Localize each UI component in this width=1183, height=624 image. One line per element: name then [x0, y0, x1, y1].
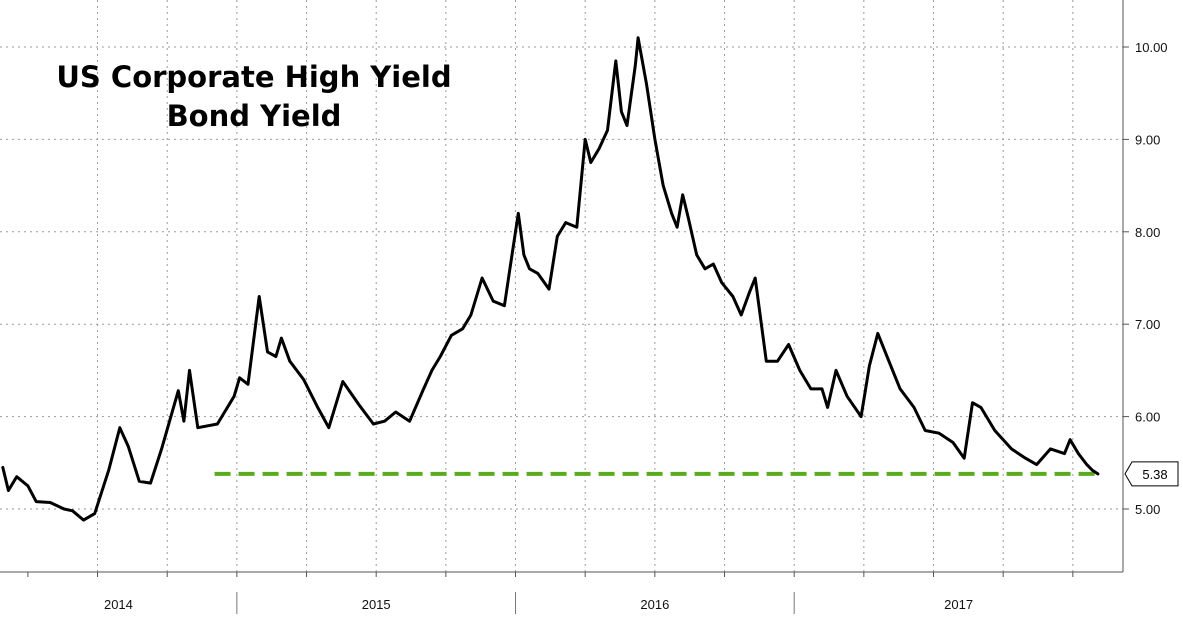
series-layer: [1, 36, 1100, 522]
y-tick-label: 5.00: [1135, 502, 1160, 517]
label-layer: 5.00 6.00 7.00 8.00 9.00 10.00 2014 2015 2016 201…: [104, 40, 1179, 612]
y-tick-label: 7.00: [1135, 317, 1160, 332]
yield-series-line: [1, 36, 1100, 522]
year-label-2017: 2017: [944, 597, 973, 612]
grid-layer: [0, 0, 1123, 572]
y-tick-label: 6.00: [1135, 410, 1160, 425]
y-tick-label: 10.00: [1135, 40, 1168, 55]
year-label-2015: 2015: [362, 597, 391, 612]
y-tick-label: 9.00: [1135, 132, 1160, 147]
last-value-label: 5.38: [1142, 467, 1167, 482]
chart-title-line-2: Bond Yield: [167, 99, 342, 133]
year-label-2014: 2014: [104, 597, 133, 612]
chart-title-line-1: US Corporate High Yield: [56, 60, 451, 94]
y-tick-label: 8.00: [1135, 225, 1160, 240]
last-value-box: [1124, 461, 1179, 487]
year-label-2016: 2016: [640, 597, 669, 612]
axis-layer: [0, 0, 1129, 614]
